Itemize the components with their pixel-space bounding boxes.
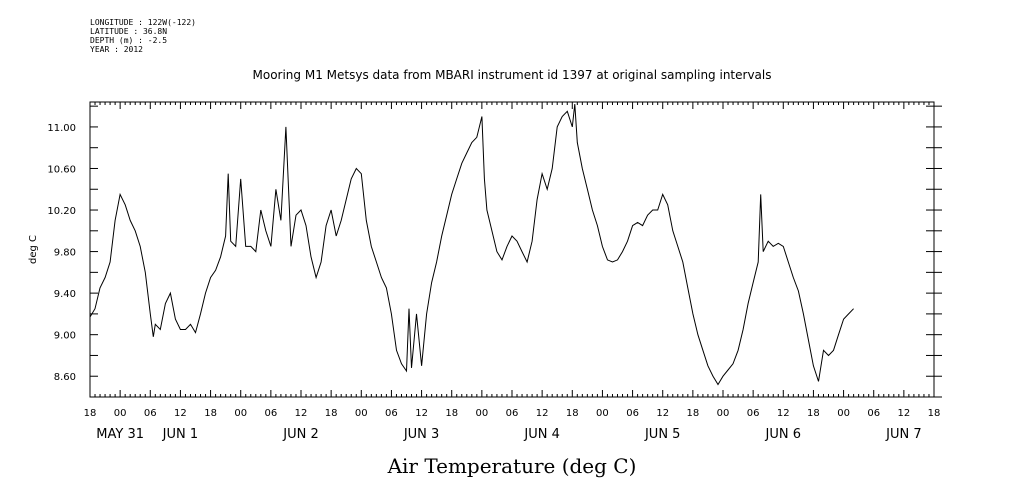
x-date-label: JUN 5 <box>644 427 680 442</box>
x-tick-label: 06 <box>385 408 398 419</box>
y-tick-label: 10.20 <box>47 206 76 217</box>
x-tick-label: 12 <box>536 408 549 419</box>
series-line-air-temperature <box>89 104 854 386</box>
x-tick-label: 00 <box>717 408 730 419</box>
x-tick-label: 12 <box>897 408 910 419</box>
x-tick-label: 18 <box>686 408 699 419</box>
x-tick-label: 18 <box>84 408 97 419</box>
x-tick-label: 00 <box>475 408 488 419</box>
x-tick-label: 00 <box>234 408 247 419</box>
x-date-label: JUN 6 <box>765 427 801 442</box>
x-tick-label: 18 <box>566 408 579 419</box>
x-tick-label: 18 <box>807 408 820 419</box>
x-tick-label: 00 <box>114 408 127 419</box>
x-date-label: JUN 4 <box>523 427 559 442</box>
x-tick-label: 06 <box>264 408 277 419</box>
meta-year: YEAR : 2012 <box>90 45 143 54</box>
x-date-label: JUN 3 <box>403 427 439 442</box>
x-tick-label: 06 <box>747 408 760 419</box>
x-axis-label: Air Temperature (deg C) <box>387 454 637 478</box>
x-tick-label: 18 <box>325 408 338 419</box>
x-tick-label: 12 <box>415 408 428 419</box>
x-tick-label: 06 <box>144 408 157 419</box>
x-tick-label: 00 <box>355 408 368 419</box>
meta-depth: DEPTH (m) : -2.5 <box>90 36 168 45</box>
metadata-block: LONGITUDE : 122W(-122) LATITUDE : 36.8N … <box>90 18 196 54</box>
plot-frame <box>89 101 935 398</box>
x-tick-label: 00 <box>596 408 609 419</box>
x-tick-label: 06 <box>506 408 519 419</box>
x-date-label: JUN 2 <box>282 427 318 442</box>
y-tick-label: 9.00 <box>54 331 76 342</box>
x-date-label: JUN 1 <box>162 427 198 442</box>
x-tick-label: 12 <box>174 408 187 419</box>
meta-latitude: LATITUDE : 36.8N <box>90 27 168 36</box>
x-tick-label: 00 <box>837 408 850 419</box>
x-date-label: MAY 31 <box>96 427 144 442</box>
chart-title: Mooring M1 Metsys data from MBARI instru… <box>252 68 772 82</box>
x-tick-label: 18 <box>204 408 217 419</box>
x-date-label: JUN 7 <box>885 427 921 442</box>
x-tick-label: 18 <box>928 408 941 419</box>
x-tick-label: 06 <box>626 408 639 419</box>
x-tick-label: 18 <box>445 408 458 419</box>
x-tick-label: 12 <box>777 408 790 419</box>
x-tick-label: 12 <box>656 408 669 419</box>
y-tick-label: 9.40 <box>54 289 76 300</box>
y-tick-label: 11.00 <box>47 123 76 134</box>
meta-longitude: LONGITUDE : 122W(-122) <box>90 18 196 27</box>
y-tick-label: 10.60 <box>47 164 76 175</box>
y-axis-label: deg C <box>28 235 39 264</box>
y-tick-label: 9.80 <box>54 248 76 259</box>
x-tick-label: 12 <box>295 408 308 419</box>
x-tick-label: 06 <box>867 408 880 419</box>
y-tick-label: 8.60 <box>54 372 76 383</box>
